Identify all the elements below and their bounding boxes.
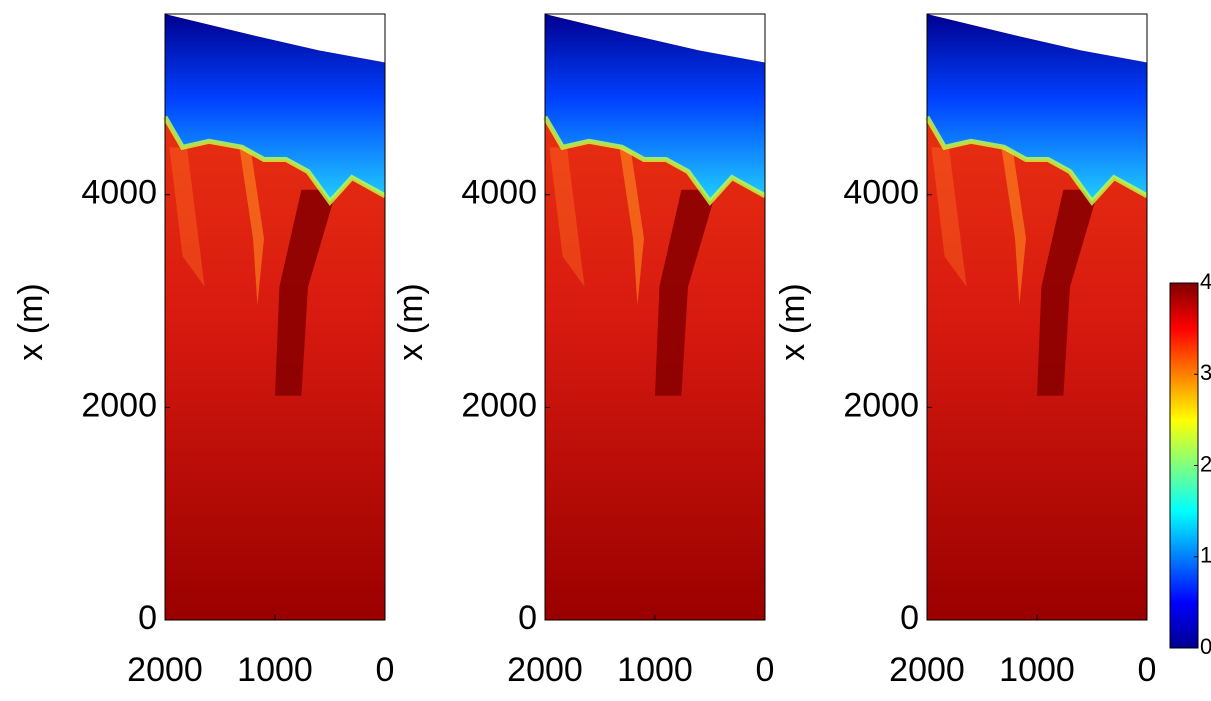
bright-streak xyxy=(169,147,205,287)
x-tick-label: 1000 xyxy=(999,651,1075,689)
dark-plume xyxy=(655,189,717,396)
colorbar-tick-label: 4 xyxy=(1200,269,1211,294)
colorbar-tick-label: 1 xyxy=(1200,543,1211,568)
y-tick-label: 0 xyxy=(900,599,919,637)
x-tick-label: 2000 xyxy=(889,651,965,689)
empty-region xyxy=(927,14,1147,63)
y-tick-label: 4000 xyxy=(81,174,157,212)
dark-plume xyxy=(1037,189,1099,396)
blue-region xyxy=(545,14,765,202)
colorbar-tick-label: 2 xyxy=(1200,451,1211,476)
x-tick-label: 1000 xyxy=(617,651,693,689)
y-tick-label: 2000 xyxy=(81,386,157,424)
bright-streak xyxy=(617,135,644,305)
panel: 0 2000 4000 2000 1000 0 x (m) xyxy=(12,13,395,689)
bright-streak xyxy=(237,135,264,305)
colorbar-tick-label: 3 xyxy=(1200,360,1211,385)
y-axis-label: x (m) xyxy=(774,283,812,360)
front-line xyxy=(542,115,767,206)
panel: 0 2000 4000 2000 1000 0 x (m) xyxy=(774,13,1157,689)
blue-region xyxy=(927,14,1147,202)
colorbar-tick-label: 0 xyxy=(1200,634,1211,659)
dark-plume xyxy=(275,189,337,396)
panel: 0 2000 4000 2000 1000 0 x (m) xyxy=(392,13,775,689)
y-tick-label: 2000 xyxy=(843,386,919,424)
x-tick-label: 0 xyxy=(376,651,395,689)
bright-streak xyxy=(999,135,1026,305)
x-tick-label: 0 xyxy=(1138,651,1157,689)
bright-streak xyxy=(549,147,585,287)
empty-region xyxy=(545,14,765,63)
colorbar-gradient xyxy=(1169,282,1199,649)
front-line xyxy=(162,115,387,206)
y-tick-label: 2000 xyxy=(461,386,537,424)
bright-streak xyxy=(931,147,967,287)
blue-region xyxy=(165,14,385,202)
colorbar: 0 1 2 3 4 xyxy=(1169,269,1211,659)
y-tick-label: 4000 xyxy=(461,174,537,212)
y-tick-label: 0 xyxy=(138,599,157,637)
x-tick-label: 1000 xyxy=(237,651,313,689)
y-tick-label: 4000 xyxy=(843,174,919,212)
x-tick-label: 2000 xyxy=(507,651,583,689)
y-tick-label: 0 xyxy=(518,599,537,637)
front-line xyxy=(924,115,1149,206)
x-tick-label: 2000 xyxy=(127,651,203,689)
x-tick-label: 0 xyxy=(756,651,775,689)
y-axis-label: x (m) xyxy=(392,283,430,360)
y-axis-label: x (m) xyxy=(12,283,50,360)
empty-region xyxy=(165,14,385,63)
